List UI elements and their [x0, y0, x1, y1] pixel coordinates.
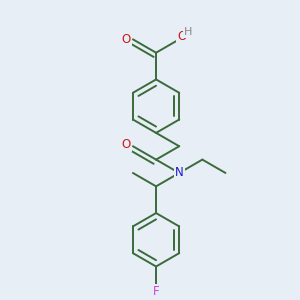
Text: O: O [122, 138, 131, 151]
Text: O: O [122, 33, 131, 46]
Text: H: H [184, 27, 192, 37]
Text: O: O [177, 30, 186, 44]
Text: F: F [153, 285, 159, 298]
Text: N: N [175, 167, 184, 179]
